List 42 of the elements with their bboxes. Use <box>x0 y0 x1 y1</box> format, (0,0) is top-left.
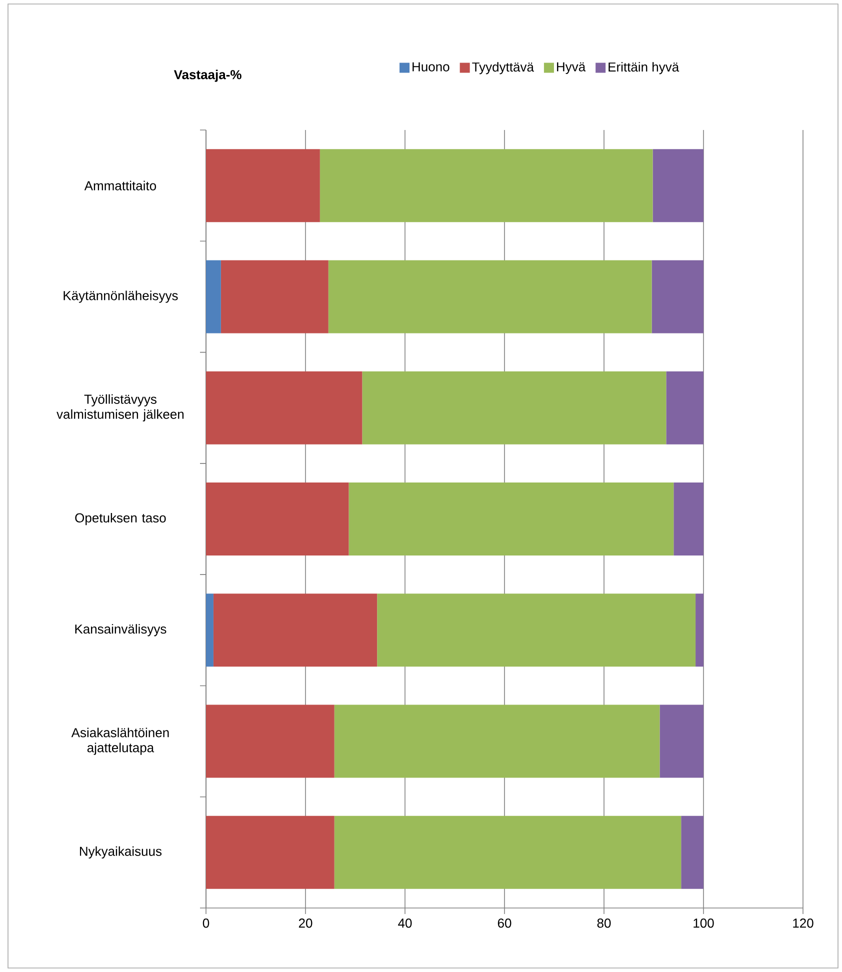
legend-label: Huono <box>412 62 450 72</box>
y-tick-label: Nykyaikaisuus <box>80 846 162 858</box>
bar <box>220 260 328 334</box>
x-tick-label: 40 <box>398 918 412 928</box>
bar <box>206 594 214 667</box>
y-tick-label: Opetuksen taso <box>75 512 166 526</box>
x-tick-label: 0 <box>202 918 210 928</box>
bar <box>328 260 652 334</box>
bar <box>206 816 334 889</box>
bar <box>206 260 221 334</box>
bar <box>681 816 704 889</box>
bar <box>666 371 704 444</box>
legend-label: Erittäin hyvä <box>608 62 680 74</box>
bar <box>206 149 320 222</box>
bar <box>348 482 674 556</box>
bar <box>334 816 682 889</box>
legend-label: Tyydyttävä <box>472 62 534 74</box>
bar <box>660 704 704 778</box>
legend-label: Hyvä <box>557 62 586 74</box>
bar <box>362 371 666 444</box>
x-tick-label: 20 <box>298 918 312 928</box>
bar <box>696 594 704 667</box>
bar <box>377 594 696 667</box>
bar <box>334 704 660 778</box>
y-tick-label: Asiakaslähtöinen ajattelutapa <box>71 728 169 755</box>
bar <box>320 149 653 222</box>
bar <box>674 482 704 556</box>
chart-title: Vastaaja-% <box>174 70 242 82</box>
bar <box>206 371 362 444</box>
x-tick-label: 100 <box>694 918 714 928</box>
y-tick-label: Työllistävyys valmistumisen jälkeen <box>56 394 184 422</box>
x-tick-label: 120 <box>793 918 814 928</box>
bar <box>213 594 378 667</box>
x-tick-label: 80 <box>597 918 611 928</box>
y-tick-label: Kansainvälisyys <box>75 624 166 636</box>
bar <box>652 149 704 222</box>
bar <box>206 704 334 778</box>
y-tick-label: Käytännönläheisyys <box>64 290 178 303</box>
bar <box>206 482 349 556</box>
y-tick-label: Ammattitaito <box>84 180 156 190</box>
x-tick-label: 60 <box>498 918 512 928</box>
bar <box>652 260 704 334</box>
